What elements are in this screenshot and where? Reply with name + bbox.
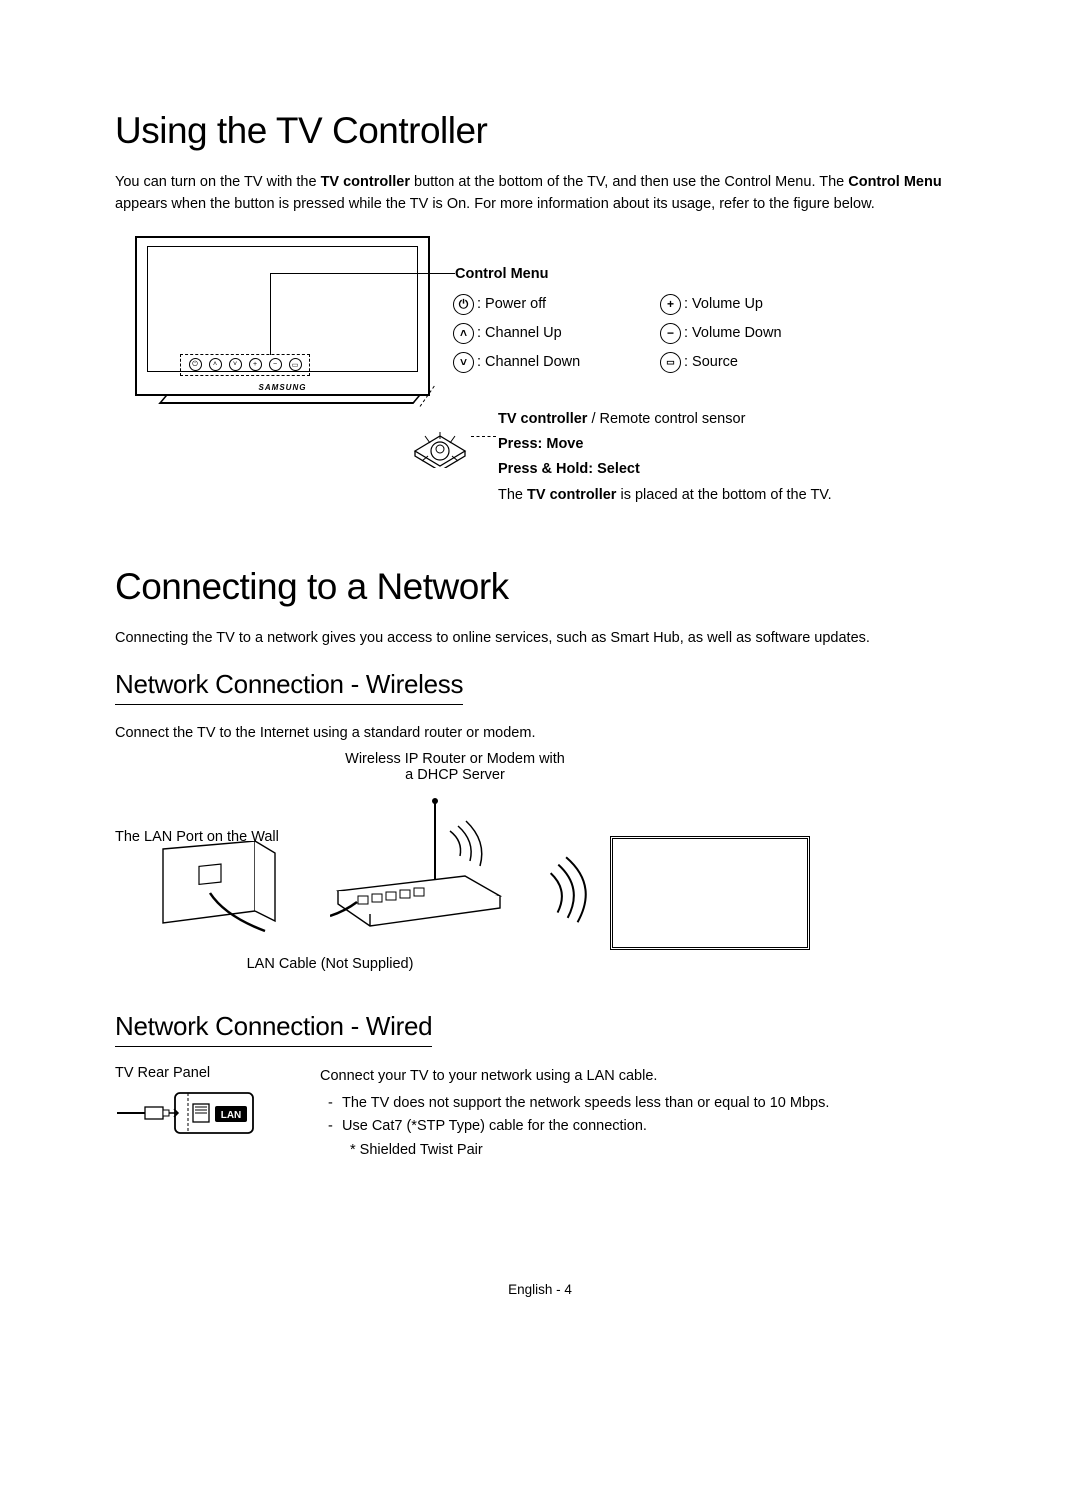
info-text: / Remote control sensor (587, 411, 745, 427)
label-line: Wireless IP Router or Modem with (330, 751, 580, 767)
subsection-body: Connect the TV to the Internet using a s… (115, 723, 965, 745)
controls-left-list: ⏻: Power off ˄: Channel Up ˅: Channel Do… (453, 294, 580, 381)
info-text: is placed at the bottom of the TV. (616, 487, 831, 503)
control-item: ▭: Source (660, 352, 782, 373)
wired-bullets: The TV does not support the network spee… (320, 1092, 965, 1138)
rear-panel-illustration: LAN (115, 1091, 255, 1136)
wired-text-block: Connect your TV to your network using a … (320, 1065, 965, 1162)
info-text: The (498, 487, 527, 503)
connector-line (270, 273, 271, 355)
tv-stand (158, 396, 420, 404)
up-icon: ˄ (209, 358, 222, 371)
down-icon: ˅ (229, 358, 242, 371)
control-label: : Source (684, 354, 738, 370)
control-label: : Power off (477, 296, 546, 312)
channel-down-icon: ˅ (453, 352, 474, 373)
control-menu-title: Control Menu (455, 266, 548, 282)
plus-icon: + (249, 358, 262, 371)
control-label: : Volume Up (684, 296, 763, 312)
info-bold: TV controller (527, 487, 616, 503)
cable-label: LAN Cable (Not Supplied) (230, 956, 430, 972)
info-line: Press: Move (498, 432, 832, 457)
label-line: a DHCP Server (330, 767, 580, 783)
info-bold: TV controller (498, 411, 587, 427)
body-bold: Control Menu (848, 174, 941, 190)
power-icon: ⏻ (189, 358, 202, 371)
wall-port-illustration (155, 841, 295, 936)
router-illustration (330, 796, 505, 931)
info-line: The TV controller is placed at the botto… (498, 483, 832, 508)
tv-controller-figure: SAMSUNG ⏻ ˄ ˅ + − ▭ Control Menu ⏻: Powe… (115, 236, 965, 506)
source-icon: ▭ (289, 358, 302, 371)
wireless-figure: Wireless IP Router or Modem with a DHCP … (115, 751, 965, 976)
list-item: Use Cat7 (*STP Type) cable for the conne… (320, 1115, 965, 1138)
power-icon: ⏻ (453, 294, 474, 315)
tv-brand-label: SAMSUNG (137, 383, 428, 392)
section-body: You can turn on the TV with the TV contr… (115, 172, 965, 216)
control-item: ˅: Channel Down (453, 352, 580, 373)
subsection-heading: Network Connection - Wireless (115, 669, 463, 705)
control-item: ˄: Channel Up (453, 323, 580, 344)
volume-down-icon: − (660, 323, 681, 344)
body-text: You can turn on the TV with the (115, 174, 321, 190)
page-footer: English - 4 (115, 1282, 965, 1297)
section-title: Using the TV Controller (115, 110, 965, 152)
info-line: Press & Hold: Select (498, 457, 832, 482)
control-label: : Volume Down (684, 325, 782, 341)
list-item: The TV does not support the network spee… (320, 1092, 965, 1115)
controls-right-list: +: Volume Up −: Volume Down ▭: Source (660, 294, 782, 381)
control-item: +: Volume Up (660, 294, 782, 315)
minus-icon: − (269, 358, 282, 371)
section-body: Connecting the TV to a network gives you… (115, 628, 965, 650)
lan-badge-text: LAN (221, 1110, 242, 1121)
control-item: −: Volume Down (660, 323, 782, 344)
body-text: appears when the button is pressed while… (115, 196, 875, 212)
subsection-heading: Network Connection - Wired (115, 1011, 432, 1047)
wired-content: TV Rear Panel LAN Connect your TV to you… (115, 1065, 965, 1162)
source-icon: ▭ (660, 352, 681, 373)
rear-panel-label: TV Rear Panel (115, 1065, 290, 1081)
controller-info-block: TV controller / Remote control sensor Pr… (498, 407, 832, 509)
controller-illustration (410, 406, 470, 468)
info-line: TV controller / Remote control sensor (498, 407, 832, 432)
channel-up-icon: ˄ (453, 323, 474, 344)
control-item: ⏻: Power off (453, 294, 580, 315)
wired-note: * Shielded Twist Pair (320, 1139, 965, 1162)
router-label: Wireless IP Router or Modem with a DHCP … (330, 751, 580, 783)
wifi-waves-icon (533, 852, 596, 941)
body-bold: TV controller (321, 174, 410, 190)
tv-illustration (610, 836, 810, 950)
dash-connector (471, 436, 496, 437)
control-menu-strip: ⏻ ˄ ˅ + − ▭ (180, 354, 310, 376)
control-label: : Channel Down (477, 354, 580, 370)
body-text: button at the bottom of the TV, and then… (410, 174, 848, 190)
control-label: : Channel Up (477, 325, 562, 341)
rear-panel-block: TV Rear Panel LAN (115, 1065, 290, 1141)
section-title: Connecting to a Network (115, 566, 965, 608)
wired-body: Connect your TV to your network using a … (320, 1065, 965, 1088)
volume-up-icon: + (660, 294, 681, 315)
connector-line (270, 273, 455, 274)
